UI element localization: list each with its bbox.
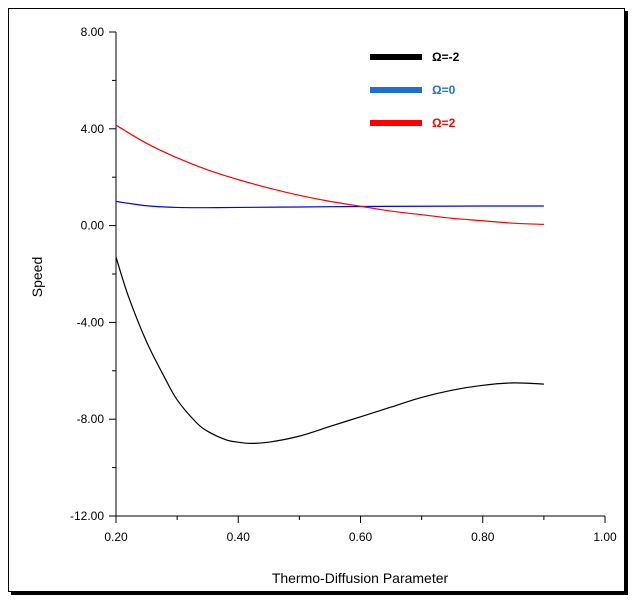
y-tick-label: -12.00 (70, 509, 104, 523)
series-layer (115, 124, 544, 445)
x-tick-label: 0.20 (104, 530, 128, 544)
chart-frame (8, 8, 625, 592)
series-line-omega-2 (115, 124, 544, 225)
x-tick-label: 1.00 (593, 530, 617, 544)
axes: 8.00 4.00 0.00 -4.00 -8.00 -12.000.20 0.40 0.60… (70, 25, 617, 544)
y-tick-label: 8.00 (81, 25, 105, 39)
x-tick-label: 0.40 (227, 530, 251, 544)
y-tick-label: 0.00 (81, 219, 105, 233)
y-tick-label: -4.00 (77, 315, 105, 329)
y-axis-title: Speed (29, 257, 45, 297)
legend-entry-omega-0-label: Ω=0 (432, 83, 456, 97)
x-tick-label: 0.60 (349, 530, 373, 544)
x-axis-title: Thermo-Diffusion Parameter (272, 570, 449, 586)
y-tick-label: 4.00 (81, 122, 105, 136)
legend-entry-omega-minus2-label: Ω=-2 (432, 50, 460, 64)
legend-entry-omega-2-label: Ω=2 (432, 116, 456, 130)
series-line-omega-minus2 (115, 256, 544, 445)
y-tick-label: -8.00 (77, 412, 105, 426)
x-tick-label: 0.80 (471, 530, 495, 544)
series-line-omega-0 (115, 200, 544, 209)
legend: Ω=-2 Ω=0 Ω=2 (370, 50, 460, 130)
